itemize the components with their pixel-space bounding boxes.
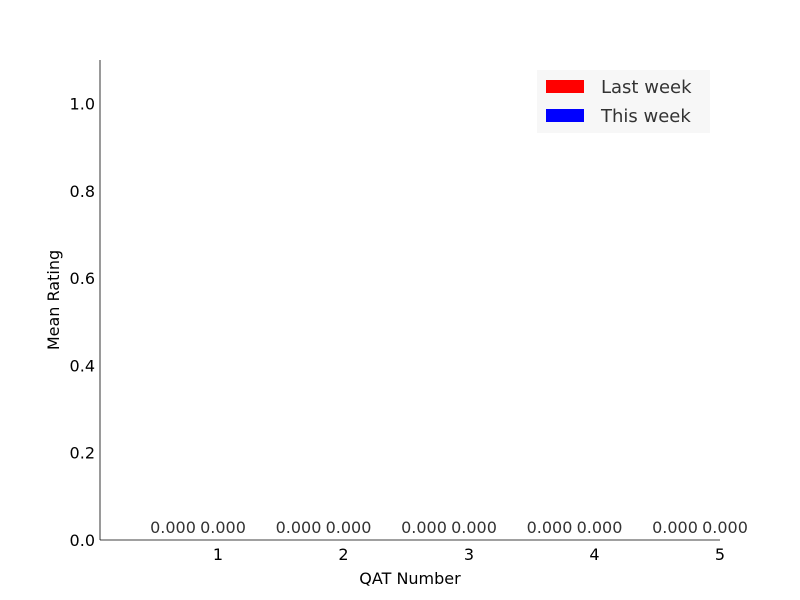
y-axis-label: Mean Rating xyxy=(44,250,63,350)
y-tick-label: 0.4 xyxy=(70,356,95,375)
legend-label-last-week: Last week xyxy=(601,77,692,98)
data-label: 0.000 xyxy=(652,518,698,537)
x-tick-label: 5 xyxy=(715,545,725,564)
x-tick-labels: 1 2 3 4 5 xyxy=(213,545,725,564)
data-label: 0.000 xyxy=(326,518,372,537)
legend: Last week This week xyxy=(537,70,710,133)
x-tick-label: 1 xyxy=(213,545,223,564)
y-tick-label: 0.6 xyxy=(70,269,95,288)
y-tick-label: 0.8 xyxy=(70,182,95,201)
legend-swatch-this-week xyxy=(546,109,584,122)
y-tick-labels: 0.0 0.2 0.4 0.6 0.8 1.0 xyxy=(70,95,95,550)
data-label: 0.000 xyxy=(702,518,748,537)
legend-swatch-last-week xyxy=(546,80,584,93)
data-label: 0.000 xyxy=(200,518,246,537)
x-tick-label: 2 xyxy=(338,545,348,564)
data-label: 0.000 xyxy=(401,518,447,537)
y-tick-label: 1.0 xyxy=(70,95,95,114)
x-tick-label: 4 xyxy=(589,545,599,564)
data-label: 0.000 xyxy=(451,518,497,537)
data-label: 0.000 xyxy=(150,518,196,537)
x-tick-label: 3 xyxy=(464,545,474,564)
y-tick-label: 0.0 xyxy=(70,531,95,550)
y-tick-label: 0.2 xyxy=(70,444,95,463)
data-label: 0.000 xyxy=(577,518,623,537)
legend-label-this-week: This week xyxy=(600,106,691,127)
data-label: 0.000 xyxy=(276,518,322,537)
data-label: 0.000 xyxy=(527,518,573,537)
x-axis-label: QAT Number xyxy=(359,569,461,588)
